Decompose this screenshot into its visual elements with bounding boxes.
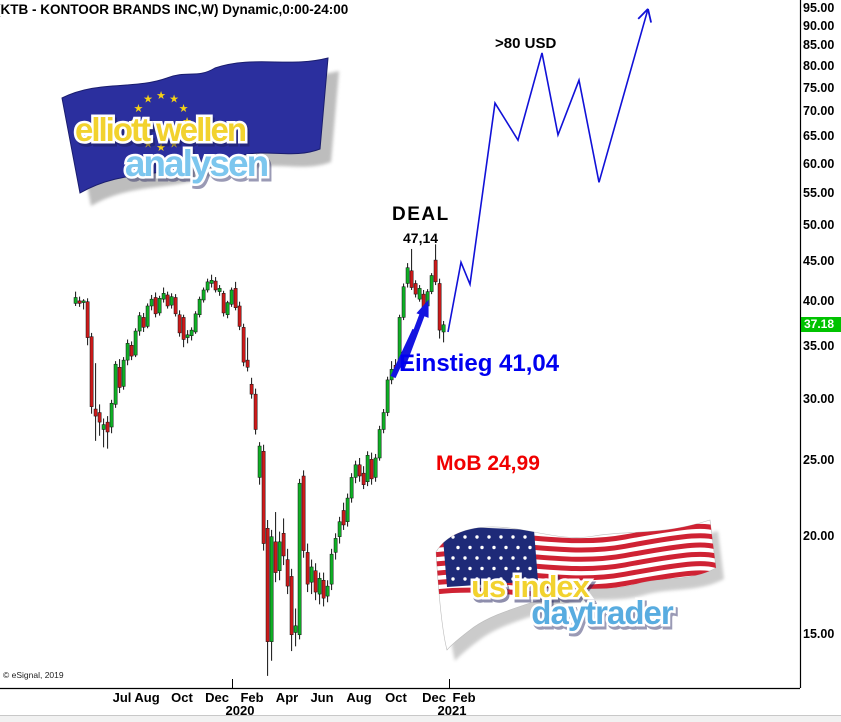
y-axis-tick: 65.00 <box>803 129 835 144</box>
copyright-text: © eSignal, 2019 <box>3 670 64 680</box>
deal-price-annotation: 47,14 <box>403 230 439 246</box>
y-axis-tick: 85.00 <box>803 38 835 53</box>
y-axis-tick: 25.00 <box>803 453 835 468</box>
y-axis-tick: 70.00 <box>803 104 835 119</box>
eu-stars-icon: ★ ★★★★★★★★★★★ <box>130 90 192 154</box>
x-axis-month-label: Aug <box>134 690 160 705</box>
x-axis-month-label: Oct <box>385 690 407 705</box>
svg-text:★: ★ <box>169 93 179 105</box>
us-logo-line2: daytrader <box>531 594 674 631</box>
y-axis-tick: 60.00 <box>803 156 835 171</box>
y-axis-tick: 75.00 <box>803 80 835 95</box>
y-axis-tick: 15.00 <box>803 626 835 641</box>
y-axis-tick: 50.00 <box>803 218 835 233</box>
svg-text:★: ★ <box>156 142 166 154</box>
x-axis-month-label: Feb <box>240 690 264 705</box>
svg-text:★: ★ <box>179 103 189 115</box>
chart-title: (KTB - KONTOOR BRANDS INC,W) Dynamic,0:0… <box>0 2 349 17</box>
deal-annotation: DEAL <box>392 204 450 225</box>
svg-text:★: ★ <box>169 139 179 151</box>
target-annotation: >80 USD <box>495 35 557 52</box>
svg-text:★: ★ <box>179 129 189 141</box>
svg-text:★: ★ <box>156 90 166 102</box>
x-axis-month-label: Dec <box>422 690 446 705</box>
y-axis-tick: 80.00 <box>803 59 835 74</box>
y-axis-tick: 30.00 <box>803 391 835 406</box>
x-axis-month-label: Apr <box>275 690 299 705</box>
entry-arrow <box>390 299 429 379</box>
elliott-wellen-analysen-logo: ★ ★★★★★★★★★★★ elliott wellen analysen <box>61 57 339 206</box>
x-axis-month-label: Jul <box>112 690 132 705</box>
y-axis-tick: 45.00 <box>803 254 835 269</box>
year-tick-marks <box>232 679 450 688</box>
svg-text:★: ★ <box>130 116 140 128</box>
y-axis-tick: 90.00 <box>803 19 835 34</box>
last-price-badge: 37.18 <box>801 316 841 332</box>
us-flag-stars-icon <box>451 535 532 581</box>
x-axis-year-label: 2020 <box>225 703 255 718</box>
projection-zigzag <box>447 8 652 333</box>
y-axis-tick: 40.00 <box>803 294 835 308</box>
x-axis-month-label: Feb <box>452 690 476 705</box>
eu-flag-icon <box>61 57 329 194</box>
x-axis-month-label: Jun <box>310 690 334 705</box>
svg-text:★: ★ <box>134 129 144 141</box>
x-axis-year-label: 2021 <box>437 703 467 718</box>
y-axis-tick: 55.00 <box>803 186 835 201</box>
entry-annotation: Einstieg 41,04 <box>399 350 560 377</box>
us-logo-line1: us index <box>471 569 591 604</box>
y-axis-tick: 20.00 <box>803 528 835 543</box>
eu-logo-line2: analysen <box>125 143 268 184</box>
y-axis-tick: 35.00 <box>803 339 835 354</box>
candlestick-series <box>73 244 446 676</box>
horizontal-scrollbar[interactable] <box>0 715 841 722</box>
svg-text:★: ★ <box>143 139 153 151</box>
x-axis-month-label: Aug <box>346 690 372 705</box>
svg-text:★: ★ <box>143 93 153 105</box>
y-axis-tick: 95.00 <box>803 0 835 15</box>
x-axis-month-label: Dec <box>205 690 229 705</box>
eu-logo-line1: elliott wellen <box>75 111 246 148</box>
mob-annotation: MoB 24,99 <box>436 452 540 475</box>
x-axis-month-label: Oct <box>171 690 193 705</box>
us-index-daytrader-logo: us index daytrader <box>435 519 724 661</box>
svg-text:★: ★ <box>182 116 192 128</box>
us-flag-canton <box>442 526 538 587</box>
svg-text:★: ★ <box>134 103 144 115</box>
